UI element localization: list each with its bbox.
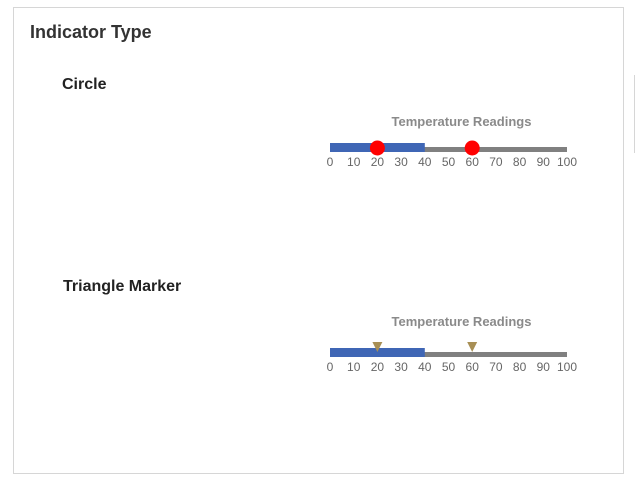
tick-label: 0 [327,155,334,169]
tick-label: 40 [418,155,432,169]
panel-title: Indicator Type [30,22,152,42]
tick-label: 30 [394,155,408,169]
gauge-track [330,352,567,357]
tick-label: 100 [557,360,577,374]
tick-label: 90 [537,360,551,374]
tick-label: 10 [347,360,361,374]
tick-label: 60 [466,360,480,374]
circle-marker [369,140,385,156]
tick-label: 10 [347,155,361,169]
scroll-edge [634,75,635,153]
tick-label: 50 [442,360,456,374]
triangle-gauge: Temperature Readings 0 10 20 30 40 50 60 70 80 90 1… [327,314,578,374]
gauge-title: Temperature Readings [392,314,532,329]
tick-label: 20 [371,155,385,169]
tick-label: 70 [489,155,503,169]
triangle-marker [467,342,478,352]
circle-marker [464,140,480,156]
section-title-triangle: Triangle Marker [63,278,182,295]
gauge-title: Temperature Readings [392,114,532,129]
tick-label: 20 [371,360,385,374]
tick-label: 60 [466,155,480,169]
section-title-circle: Circle [62,76,107,93]
indicator-panel: Indicator Type Circle Temperature Readin… [13,7,624,474]
tick-label: 100 [557,155,577,169]
tick-label: 40 [418,360,432,374]
tick-label: 80 [513,155,527,169]
tick-label: 30 [394,360,408,374]
tick-label: 80 [513,360,527,374]
triangle-marker [372,342,383,352]
tick-label: 90 [537,155,551,169]
tick-label: 50 [442,155,456,169]
gauge-track [330,147,567,152]
gauge-range [330,348,425,357]
tick-label: 70 [489,360,503,374]
circle-gauge: Temperature Readings 0 10 20 30 40 50 60 70 80 90 1… [327,114,578,169]
tick-label: 0 [327,360,334,374]
